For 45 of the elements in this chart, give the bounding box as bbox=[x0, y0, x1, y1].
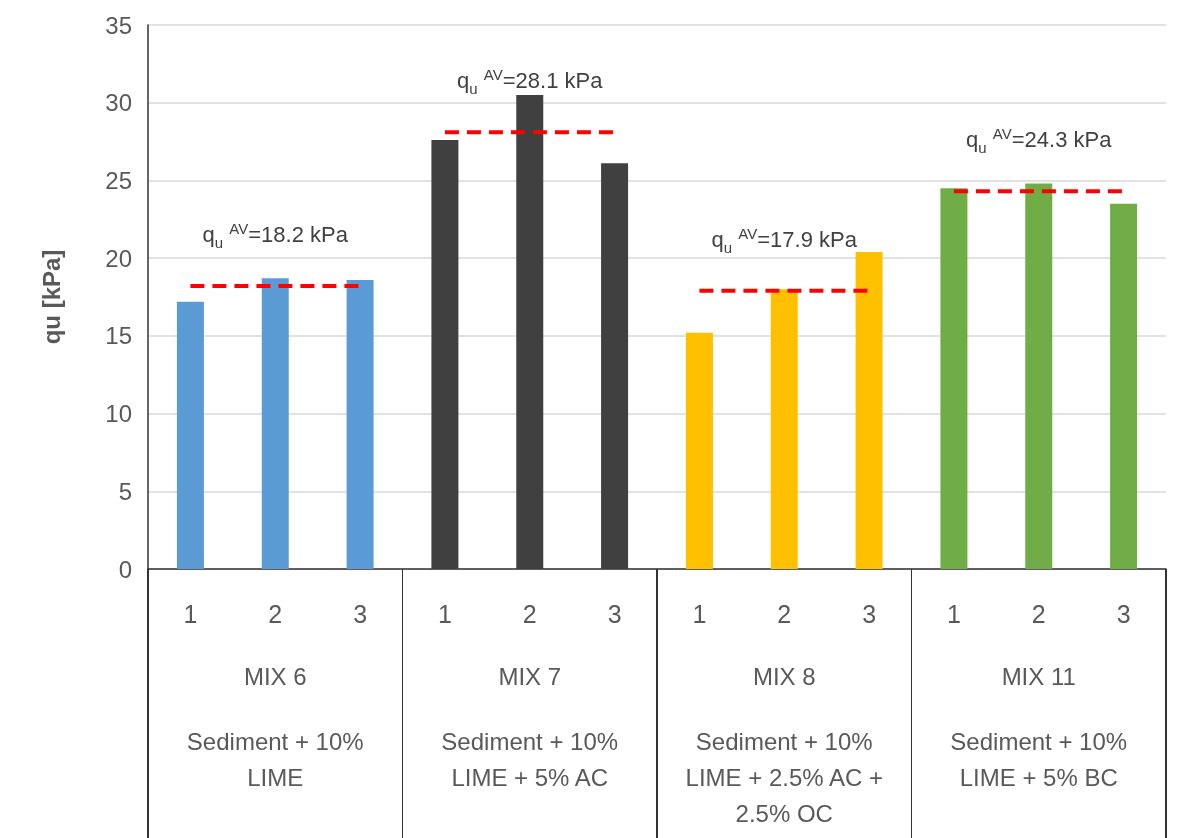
bar bbox=[855, 251, 883, 569]
y-tick-label: 10 bbox=[105, 400, 132, 428]
x-tick-label: 3 bbox=[1116, 599, 1131, 628]
x-tick-label: 2 bbox=[1031, 599, 1046, 628]
y-tick-label: 5 bbox=[118, 477, 132, 505]
y-tick-label: 30 bbox=[105, 89, 132, 117]
text: MIX 7 bbox=[497, 662, 563, 692]
bar bbox=[1110, 203, 1138, 569]
annotation: q$_{u}$ $^{AV}$=28.1 kPa bbox=[456, 66, 604, 97]
x-tick-label: 1 bbox=[183, 599, 198, 628]
text: MIX 11 bbox=[1000, 662, 1077, 692]
bar bbox=[1025, 183, 1053, 569]
bar bbox=[770, 289, 798, 569]
text: Sediment + 10% LIME + 5% BC bbox=[949, 727, 1129, 793]
text: Sediment + 10% LIME + 2.5% AC + 2.5% OC bbox=[684, 727, 884, 829]
y-tick-label: 25 bbox=[105, 166, 132, 194]
text: MIX 8 bbox=[751, 662, 817, 692]
bar bbox=[176, 301, 204, 569]
y-tick-label: 15 bbox=[105, 322, 132, 350]
x-tick-label: 1 bbox=[692, 599, 707, 628]
annotation: q$_{u}$ $^{AV}$=17.9 kPa bbox=[710, 224, 858, 256]
bar bbox=[431, 140, 459, 569]
x-tick-label: 2 bbox=[268, 599, 283, 628]
bar bbox=[601, 163, 629, 569]
x-tick-label: 3 bbox=[862, 599, 877, 628]
y-tick-label: 20 bbox=[105, 244, 132, 272]
x-tick-label: 2 bbox=[777, 599, 792, 628]
bar bbox=[346, 279, 374, 569]
x-tick-label: 1 bbox=[437, 599, 452, 628]
text: MIX 6 bbox=[242, 662, 308, 692]
bar bbox=[940, 188, 968, 569]
y-tick-label: 35 bbox=[105, 11, 132, 39]
y-axis-title: qu [kPa] bbox=[37, 249, 65, 345]
x-tick-label: 3 bbox=[353, 599, 368, 628]
x-tick-label: 2 bbox=[522, 599, 537, 628]
y-tick-label: 0 bbox=[118, 555, 132, 583]
x-tick-label: 1 bbox=[946, 599, 961, 628]
x-tick-label: 3 bbox=[607, 599, 622, 628]
bar bbox=[516, 94, 544, 569]
bar bbox=[261, 278, 289, 569]
text: Sediment + 10% LIME bbox=[185, 727, 365, 793]
annotation: q$_{u}$ $^{AV}$=24.3 kPa bbox=[965, 125, 1113, 157]
text: Sediment + 10% LIME + 5% AC bbox=[440, 727, 620, 793]
bar bbox=[685, 332, 713, 569]
annotation: q$_{u}$ $^{AV}$=18.2 kPa bbox=[202, 220, 348, 251]
